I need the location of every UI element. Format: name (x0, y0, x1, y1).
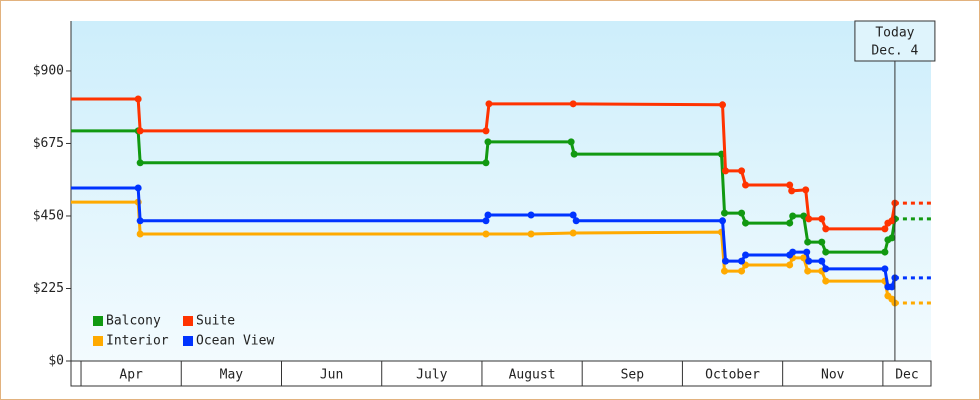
legend-swatch (183, 316, 193, 326)
point (569, 229, 577, 237)
point (136, 217, 144, 225)
point (789, 212, 797, 220)
today-box (854, 20, 936, 62)
point (800, 254, 808, 262)
legend-label: Balcony (106, 314, 161, 329)
point (722, 167, 730, 175)
point (881, 225, 889, 233)
y-tick-label: $450 (33, 208, 64, 223)
point (569, 211, 577, 219)
point (721, 267, 729, 275)
x-tick-label: Dec (895, 368, 918, 383)
point (822, 248, 830, 256)
point (738, 267, 746, 275)
point (570, 150, 578, 158)
x-axis-band (70, 360, 932, 387)
point (484, 138, 492, 146)
point (818, 238, 826, 246)
x-tick-label: Jun (320, 368, 343, 383)
point (888, 217, 896, 225)
point (742, 181, 750, 189)
point (572, 217, 580, 225)
point (527, 211, 535, 219)
point (738, 167, 746, 175)
point (802, 186, 810, 194)
x-tick-label: October (705, 368, 760, 383)
x-tick-label: July (416, 368, 447, 383)
x-tick-label: Apr (119, 368, 143, 383)
legend-swatch (183, 336, 193, 346)
point (136, 127, 144, 135)
point (822, 265, 830, 273)
point (803, 248, 811, 256)
point (721, 209, 729, 217)
point (719, 101, 727, 109)
point (804, 267, 812, 275)
x-tick-label: August (509, 368, 556, 383)
series-line (71, 200, 897, 304)
y-tick-label: $225 (33, 281, 64, 296)
plot-area (71, 21, 931, 361)
legend-label: Ocean View (196, 334, 274, 349)
point (789, 248, 797, 256)
point (136, 159, 144, 167)
point (567, 138, 575, 146)
today-label: Dec. 4 (871, 44, 918, 59)
point (818, 257, 826, 265)
legend-label: Suite (196, 314, 235, 329)
point (485, 100, 493, 108)
x-tick-label: Sep (621, 368, 645, 383)
x-tick-label: May (220, 368, 244, 383)
point (482, 217, 490, 225)
point (722, 257, 730, 265)
point (786, 261, 794, 269)
point (822, 277, 830, 285)
point (805, 257, 813, 265)
point (786, 181, 794, 189)
point (569, 100, 577, 108)
point (888, 234, 896, 242)
x-tick-label: Nov (821, 368, 845, 383)
point (719, 217, 727, 225)
today-label: Today (875, 26, 914, 41)
point (742, 251, 750, 259)
point (888, 283, 896, 291)
point (881, 265, 889, 273)
point (136, 230, 144, 238)
point (527, 230, 535, 238)
y-tick-label: $900 (33, 63, 64, 78)
y-tick-label: $675 (33, 136, 64, 151)
point (805, 215, 813, 223)
point (822, 225, 830, 233)
point (134, 184, 142, 192)
point (881, 248, 889, 256)
point (786, 219, 794, 227)
point (804, 238, 812, 246)
point (788, 187, 796, 195)
legend-swatch (93, 336, 103, 346)
point (738, 257, 746, 265)
series-line (71, 97, 897, 231)
point (482, 230, 490, 238)
legend-label: Interior (106, 334, 169, 349)
point (134, 95, 142, 103)
legend-swatch (93, 316, 103, 326)
point (482, 127, 490, 135)
point (742, 219, 750, 227)
point (484, 211, 492, 219)
point (482, 159, 490, 167)
point (818, 215, 826, 223)
point (738, 209, 746, 217)
y-tick-label: $0 (48, 354, 64, 369)
